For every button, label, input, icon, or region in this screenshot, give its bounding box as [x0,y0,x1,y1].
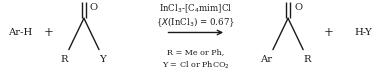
Text: Ar-H: Ar-H [8,28,33,37]
Text: {$\mathit{X}$(InCl$_3$) = 0.67}: {$\mathit{X}$(InCl$_3$) = 0.67} [156,15,235,29]
Text: O: O [294,3,302,12]
Text: R: R [303,55,311,64]
Text: R: R [60,55,68,64]
Text: Y = Cl or PhCO$_2$: Y = Cl or PhCO$_2$ [162,60,230,71]
Text: Y: Y [99,55,106,64]
Text: InCl$_3$-[C$_4$mim]Cl: InCl$_3$-[C$_4$mim]Cl [159,3,232,15]
Text: +: + [44,26,54,39]
Text: H-Y: H-Y [354,28,372,37]
Text: +: + [324,26,334,39]
Text: O: O [90,3,98,12]
Text: Ar: Ar [260,55,273,64]
Text: R = Me or Ph,: R = Me or Ph, [167,49,225,57]
